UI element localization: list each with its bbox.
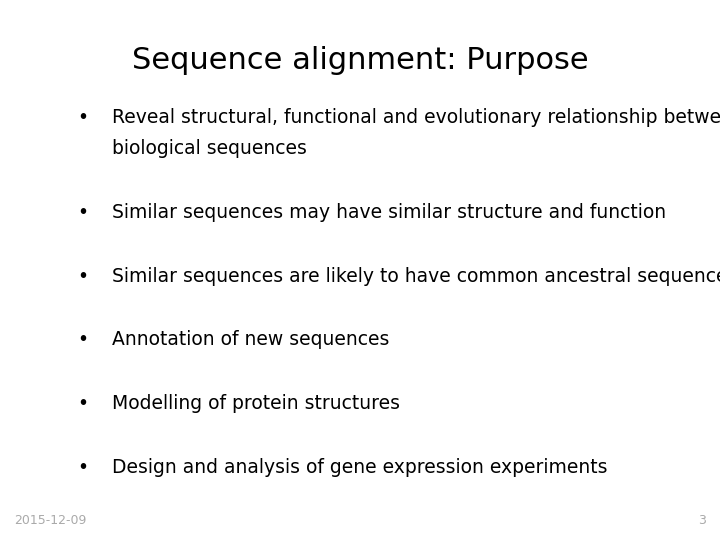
Text: Sequence alignment: Purpose: Sequence alignment: Purpose [132, 46, 588, 75]
Text: •: • [77, 203, 89, 222]
Text: •: • [77, 108, 89, 127]
Text: •: • [77, 458, 89, 477]
Text: biological sequences: biological sequences [112, 139, 307, 158]
Text: Design and analysis of gene expression experiments: Design and analysis of gene expression e… [112, 458, 607, 477]
Text: 2015-12-09: 2015-12-09 [14, 514, 87, 526]
Text: Reveal structural, functional and evolutionary relationship between: Reveal structural, functional and evolut… [112, 108, 720, 127]
Text: •: • [77, 394, 89, 413]
Text: Modelling of protein structures: Modelling of protein structures [112, 394, 400, 413]
Text: •: • [77, 267, 89, 286]
Text: Similar sequences are likely to have common ancestral sequence: Similar sequences are likely to have com… [112, 267, 720, 286]
Text: •: • [77, 330, 89, 349]
Text: Annotation of new sequences: Annotation of new sequences [112, 330, 389, 349]
Text: 3: 3 [698, 514, 706, 526]
Text: Similar sequences may have similar structure and function: Similar sequences may have similar struc… [112, 203, 666, 222]
